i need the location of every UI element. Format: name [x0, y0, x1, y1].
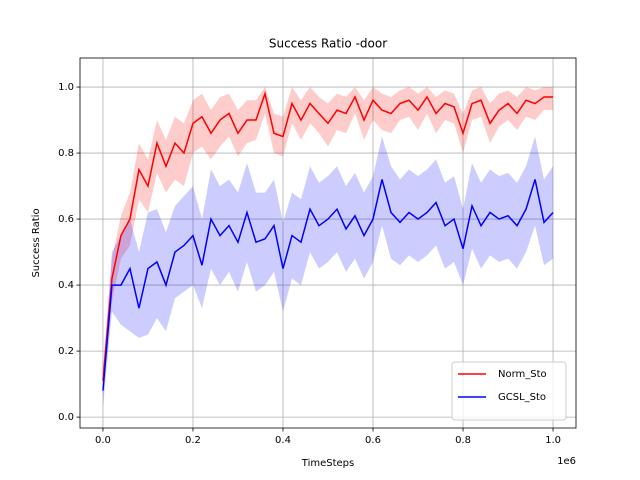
legend-label: GCSL_Sto — [498, 392, 546, 403]
y-tick-label: 0.0 — [58, 412, 74, 423]
legend-box — [451, 361, 567, 421]
confidence-band — [102, 87, 554, 395]
series-line — [102, 90, 554, 381]
plot-frame — [79, 57, 577, 429]
y-tick-label: 0.8 — [58, 148, 74, 159]
x-tick-label: 0.2 — [185, 435, 201, 446]
y-axis-label: Success Ratio — [31, 208, 42, 277]
legend: Norm_Sto GCSL_Sto — [451, 361, 567, 421]
y-tick-label: 0.6 — [58, 214, 74, 225]
y-tick-label: 0.2 — [58, 346, 74, 357]
x-tick-label: 0.0 — [95, 435, 111, 446]
x-axis-label: TimeSteps — [301, 458, 354, 469]
y-tick-label: 0.4 — [58, 280, 74, 291]
x-tick-label: 1.0 — [545, 435, 561, 446]
x-tick-label: 0.6 — [365, 435, 381, 446]
chart-title: Success Ratio -door — [269, 37, 387, 51]
series-line — [102, 179, 554, 391]
x-tick-label: 0.4 — [275, 435, 291, 446]
legend-label: Norm_Sto — [498, 369, 547, 380]
y-tick-label: 1.0 — [58, 82, 74, 93]
confidence-band — [102, 136, 554, 408]
x-offset-label: 1e6 — [557, 456, 576, 467]
x-tick-label: 0.8 — [455, 435, 471, 446]
